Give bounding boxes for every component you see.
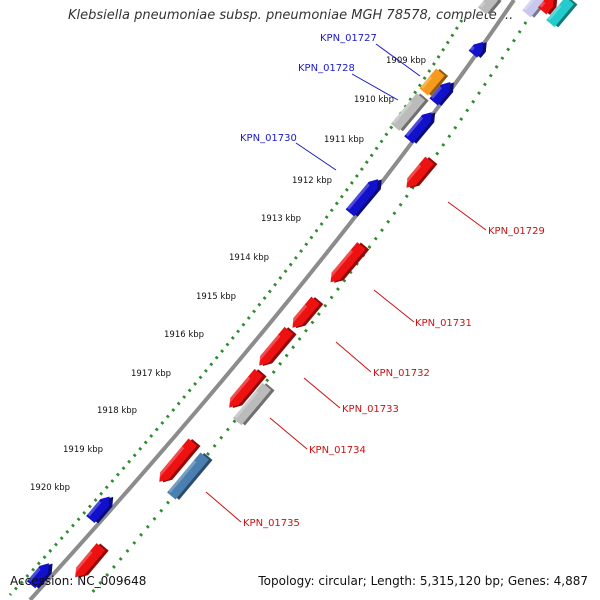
gene-leader-line bbox=[375, 43, 421, 77]
tick-label: 1912 kbp bbox=[292, 176, 332, 186]
summary-text: Topology: circular; Length: 5,315,120 bp… bbox=[258, 574, 588, 588]
map-title: Klebsiella pneumoniae subsp. pneumoniae … bbox=[68, 8, 514, 23]
gene-block[interactable] bbox=[478, 0, 502, 16]
gene-block[interactable] bbox=[86, 491, 117, 525]
gene-leader-line bbox=[335, 341, 372, 373]
gene-block[interactable] bbox=[429, 77, 458, 107]
gene-block[interactable] bbox=[326, 241, 370, 288]
gene-label[interactable]: KPN_01735 bbox=[243, 518, 300, 529]
gene-leader-line bbox=[295, 142, 337, 171]
gene-block[interactable] bbox=[390, 92, 429, 133]
tick-label: 1920 kbp bbox=[30, 483, 70, 493]
tick-label: 1909 kbp bbox=[386, 56, 426, 66]
gene-label[interactable]: KPN_01729 bbox=[488, 226, 545, 237]
gene-leader-line bbox=[447, 201, 487, 231]
tick-label: 1919 kbp bbox=[63, 445, 103, 455]
gene-leader-line bbox=[205, 491, 242, 523]
tick-label: 1914 kbp bbox=[229, 253, 269, 263]
gene-block[interactable] bbox=[345, 174, 386, 218]
gene-leader-line bbox=[303, 377, 341, 409]
tick-label: 1916 kbp bbox=[164, 330, 204, 340]
gene-block[interactable] bbox=[167, 451, 213, 501]
gene-label[interactable]: KPN_01728 bbox=[298, 63, 355, 74]
gene-block[interactable] bbox=[419, 67, 449, 97]
accession-text: Accession: NC_009648 bbox=[10, 574, 147, 588]
gene-block[interactable] bbox=[402, 155, 438, 193]
gene-leader-line bbox=[351, 73, 399, 101]
gene-block[interactable] bbox=[155, 437, 201, 487]
gene-block[interactable] bbox=[522, 0, 558, 19]
gene-label[interactable]: KPN_01730 bbox=[240, 133, 297, 144]
gene-block[interactable] bbox=[468, 37, 491, 60]
gene-block[interactable] bbox=[225, 367, 267, 413]
gene-leader-line bbox=[269, 417, 308, 450]
gene-block[interactable] bbox=[255, 325, 297, 371]
tick-label: 1913 kbp bbox=[261, 214, 301, 224]
gene-leader-line bbox=[373, 289, 415, 323]
tick-label: 1917 kbp bbox=[131, 369, 171, 379]
tick-label: 1915 kbp bbox=[196, 292, 236, 302]
tick-label: 1910 kbp bbox=[354, 95, 394, 105]
gene-label[interactable]: KPN_01734 bbox=[309, 445, 366, 456]
gene-block[interactable] bbox=[288, 295, 324, 333]
gene-block[interactable] bbox=[538, 0, 562, 16]
gene-block[interactable] bbox=[26, 558, 57, 590]
gene-label[interactable]: KPN_01732 bbox=[373, 368, 430, 379]
tick-label: 1911 kbp bbox=[324, 135, 364, 145]
gene-label[interactable]: KPN_01731 bbox=[415, 318, 472, 329]
gene-label[interactable]: KPN_01727 bbox=[320, 33, 377, 44]
gene-label[interactable]: KPN_01733 bbox=[342, 404, 399, 415]
sequence-backbone bbox=[28, 0, 516, 600]
gene-block[interactable] bbox=[404, 107, 439, 145]
outer-tick-ring bbox=[8, 19, 464, 597]
gene-block[interactable] bbox=[71, 542, 109, 583]
gene-block[interactable] bbox=[233, 381, 275, 427]
tick-label: 1918 kbp bbox=[97, 406, 137, 416]
gene-block[interactable] bbox=[546, 0, 578, 29]
